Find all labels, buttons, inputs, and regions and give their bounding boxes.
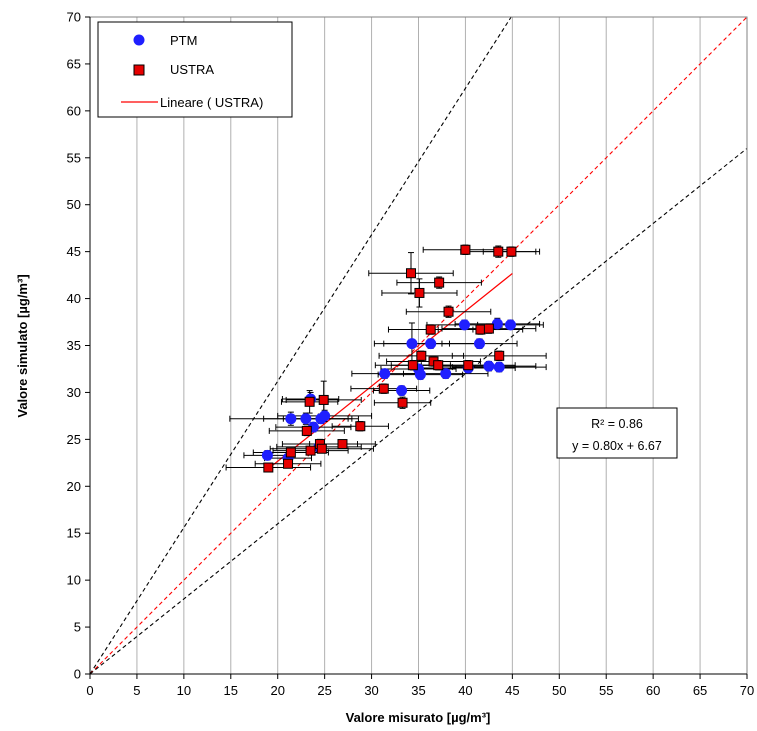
- y-tick-label: 50: [67, 197, 81, 212]
- ptm-point: [440, 368, 452, 380]
- ptm-point: [493, 361, 505, 373]
- x-tick-label: 40: [458, 683, 472, 698]
- annotation-r2: R² = 0.86: [591, 417, 643, 431]
- legend-trend-label: Lineare ( USTRA): [160, 95, 263, 110]
- ustra-point: [460, 244, 471, 255]
- axes: [85, 16, 748, 679]
- ptm-point: [300, 413, 312, 425]
- ustra-point: [494, 350, 505, 361]
- x-axis-title: Valore misurato [µg/m³]: [346, 710, 491, 725]
- ptm-point: [504, 319, 516, 331]
- regression-annotation: R² = 0.86 y = 0.80x + 6.67: [556, 407, 678, 459]
- ptm-point: [474, 338, 486, 350]
- ptm-point: [406, 338, 418, 350]
- y-tick-label: 70: [67, 10, 81, 25]
- ustra-point: [407, 360, 418, 371]
- ustra-point: [301, 425, 312, 436]
- ustra-point: [397, 397, 408, 408]
- y-tick-label: 40: [67, 291, 81, 306]
- x-tick-label: 35: [411, 683, 425, 698]
- annotation-equation: y = 0.80x + 6.67: [572, 439, 662, 453]
- ustra-point: [414, 287, 425, 298]
- ptm-point: [319, 410, 331, 422]
- ustra-point: [316, 443, 327, 454]
- ustra-point: [493, 246, 504, 257]
- ustra-point: [443, 306, 454, 317]
- ustra-point: [263, 462, 274, 473]
- y-tick-label: 60: [67, 103, 81, 118]
- x-tick-labels: 0 5 10 15 20 25 30 35 40 45 50 55 60 65 70: [86, 683, 754, 698]
- x-tick-label: 50: [552, 683, 566, 698]
- legend-box: [97, 21, 293, 118]
- ptm-point: [261, 449, 273, 461]
- y-tick-label: 35: [67, 338, 81, 353]
- legend-ptm-label: PTM: [170, 33, 197, 48]
- y-tick-label: 65: [67, 56, 81, 71]
- ptm-point: [285, 413, 297, 425]
- y-tick-label: 55: [67, 150, 81, 165]
- x-tick-label: 30: [364, 683, 378, 698]
- annotation-box: [556, 407, 678, 459]
- ptm-point: [396, 385, 408, 397]
- x-tick-label: 0: [86, 683, 93, 698]
- ustra-point: [416, 350, 427, 361]
- ustra-point: [337, 439, 348, 450]
- x-tick-label: 5: [133, 683, 140, 698]
- ustra-point: [305, 445, 316, 456]
- y-tick-label: 0: [74, 667, 81, 682]
- legend-ptm-marker: [133, 34, 145, 46]
- x-tick-label: 15: [224, 683, 238, 698]
- ustra-point: [318, 394, 329, 405]
- ptm-point: [458, 319, 470, 331]
- ustra-point: [355, 421, 366, 432]
- reference-lines: [89, 16, 748, 675]
- legend-ustra-label: USTRA: [170, 62, 214, 77]
- ustra-point: [425, 324, 436, 335]
- ptm-point: [483, 360, 495, 372]
- x-tick-label: 70: [740, 683, 754, 698]
- ptm-point: [425, 338, 437, 350]
- ustra-point: [506, 246, 517, 257]
- ustra-point: [378, 383, 389, 394]
- y-tick-label: 15: [67, 526, 81, 541]
- data-markers: [261, 244, 517, 473]
- ustra-point: [434, 277, 445, 288]
- trendline-ustra: [267, 273, 513, 470]
- legend: PTM USTRA Lineare ( USTRA): [97, 21, 293, 118]
- ustra-point: [475, 324, 486, 335]
- ptm-point: [379, 368, 391, 380]
- y-tick-label: 25: [67, 432, 81, 447]
- x-tick-label: 55: [599, 683, 613, 698]
- ustra-point: [285, 447, 296, 458]
- ustra-point: [304, 396, 315, 407]
- x-tick-label: 25: [317, 683, 331, 698]
- ustra-point: [433, 360, 444, 371]
- y-tick-label: 45: [67, 244, 81, 259]
- reference-line: [89, 147, 748, 675]
- trendline: [267, 273, 513, 470]
- y-tick-label: 20: [67, 479, 81, 494]
- y-tick-label: 10: [67, 573, 81, 588]
- x-tick-label: 20: [270, 683, 284, 698]
- y-tick-labels: 0 5 10 15 20 25 30 35 40 45 50 55 60 65 70: [67, 10, 81, 682]
- ustra-point: [463, 360, 474, 371]
- ptm-point: [414, 369, 426, 381]
- reference-line: [89, 16, 748, 675]
- x-tick-label: 65: [693, 683, 707, 698]
- legend-ustra-marker: [133, 64, 145, 76]
- x-tick-label: 45: [505, 683, 519, 698]
- ustra-point: [283, 458, 294, 469]
- y-tick-label: 30: [67, 385, 81, 400]
- ustra-point: [483, 323, 494, 334]
- ptm-point: [491, 318, 503, 330]
- x-tick-label: 10: [177, 683, 191, 698]
- x-tick-label: 60: [646, 683, 660, 698]
- ustra-point: [405, 268, 416, 279]
- y-tick-label: 5: [74, 620, 81, 635]
- y-axis-title: Valore simulato [µg/m³]: [15, 274, 30, 417]
